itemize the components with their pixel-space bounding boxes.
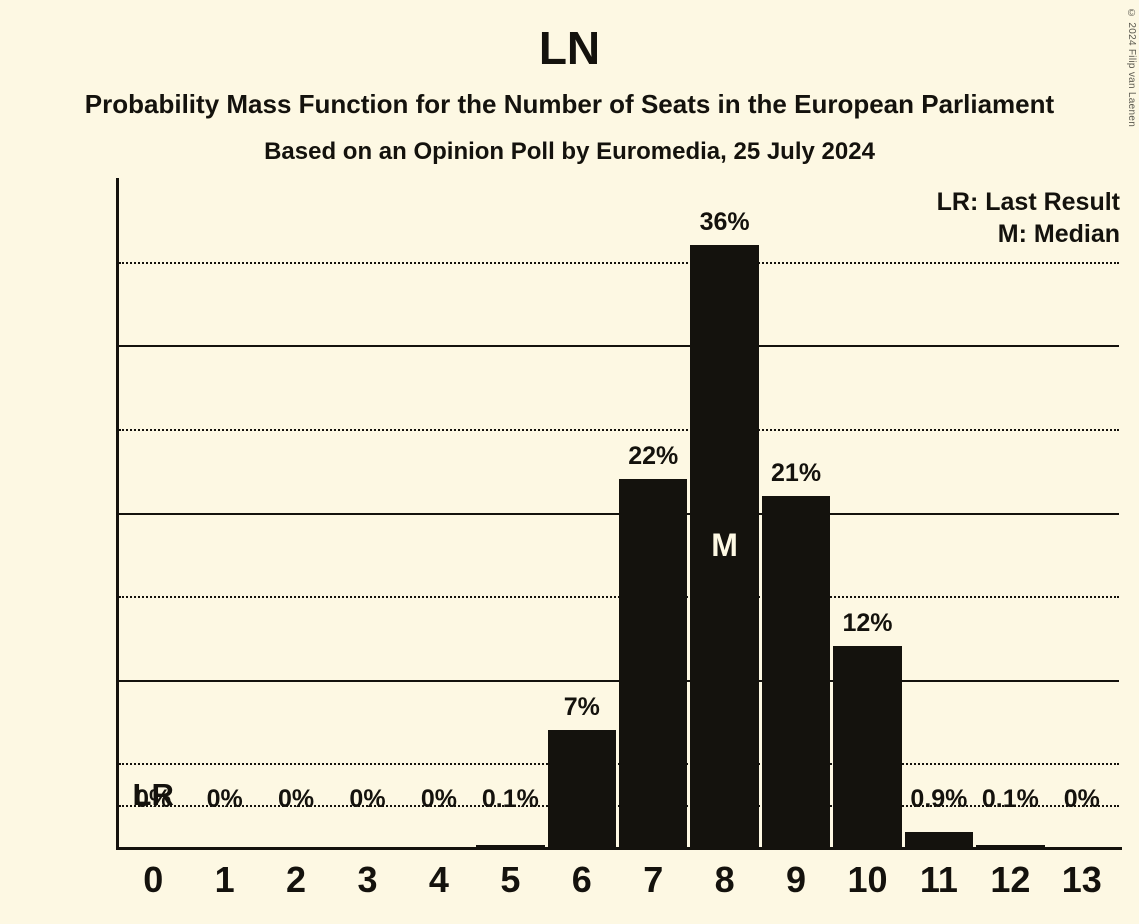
bar-seat-5[interactable] (476, 845, 545, 847)
copyright-notice: © 2024 Filip van Laenen (1126, 8, 1137, 128)
y-axis (116, 178, 119, 850)
bar-value-label-seat-6: 7% (563, 692, 600, 721)
gridline-35pct (119, 261, 1119, 264)
bar-value-label-seat-0: 0% (135, 785, 172, 813)
x-axis (116, 847, 1122, 850)
bar-value-label-seat-9: 21% (771, 458, 822, 487)
median-marker: M (711, 527, 738, 564)
x-tick-label-2: 2 (286, 859, 307, 900)
x-tick-label-13: 13 (1061, 859, 1102, 900)
plot-area: 10%20%30% 0%0%0%0%0%0.1%7%22%36%21%12%0.… (116, 178, 1122, 850)
bar-value-label-seat-10: 12% (842, 609, 893, 638)
legend-item-last-result: LR: Last Result (936, 188, 1120, 216)
chart-subtitle-secondary: Based on an Opinion Poll by Euromedia, 2… (264, 138, 875, 165)
bar-seat-12[interactable] (976, 845, 1045, 847)
x-tick-label-9: 9 (786, 859, 807, 900)
bar-seat-11[interactable] (904, 831, 974, 847)
x-tick-label-10: 10 (847, 859, 888, 900)
gridline-30pct (119, 345, 1119, 348)
bar-value-label-seat-1: 0% (206, 785, 243, 813)
x-tick-label-12: 12 (990, 859, 1031, 900)
bar-seat-6[interactable] (547, 729, 616, 847)
bar-value-label-seat-3: 0% (349, 785, 386, 813)
x-tick-label-6: 6 (571, 859, 592, 900)
x-tick-label-1: 1 (214, 859, 235, 900)
x-tick-label-11: 11 (919, 859, 958, 900)
x-tick-label-3: 3 (357, 859, 378, 900)
bar-value-label-seat-2: 0% (277, 785, 315, 813)
bar-value-label-seat-5: 0.1% (481, 785, 539, 813)
bar-seat-9[interactable] (761, 495, 831, 847)
bar-value-label-seat-12: 0.1% (981, 785, 1039, 813)
page-title: LN (538, 22, 601, 74)
legend: LR: Last Result M: Median (937, 186, 1120, 250)
bar-seat-8[interactable] (690, 244, 759, 847)
last-result-marker: LR (132, 777, 174, 813)
bar-value-label-seat-8: 36% (699, 207, 750, 236)
legend-item-median: M: Median (997, 220, 1120, 248)
bar-value-label-seat-7: 22% (628, 442, 679, 471)
gridline-25pct (119, 428, 1119, 431)
x-tick-label-5: 5 (500, 859, 521, 900)
bar-seat-10[interactable] (833, 646, 902, 847)
x-tick-label-4: 4 (428, 859, 449, 900)
x-tick-label-0: 0 (143, 859, 164, 900)
bar-value-label-seat-11: 0.9% (910, 785, 968, 813)
bar-seat-7[interactable] (619, 479, 688, 847)
bar-value-label-seat-4: 0% (420, 785, 457, 813)
bar-value-label-seat-13: 0% (1063, 785, 1100, 813)
x-tick-label-8: 8 (714, 859, 735, 900)
chart-subtitle-primary: Probability Mass Function for the Number… (84, 89, 1055, 119)
x-tick-label-7: 7 (643, 859, 664, 900)
